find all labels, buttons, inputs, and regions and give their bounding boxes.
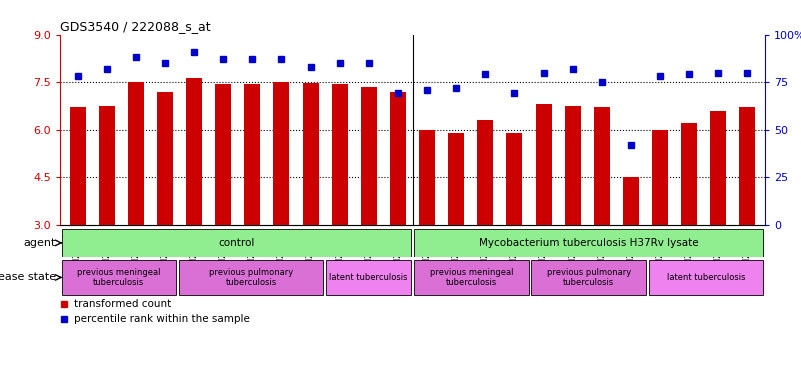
Bar [273,82,289,225]
Bar [215,84,231,225]
Bar [360,87,376,225]
Bar [449,133,465,225]
Bar [99,106,115,225]
Text: percentile rank within the sample: percentile rank within the sample [74,314,250,324]
Text: latent tuberculosis: latent tuberculosis [329,273,408,282]
Text: disease state: disease state [0,272,56,283]
Bar [681,123,697,225]
Text: Mycobacterium tuberculosis H37Rv lysate: Mycobacterium tuberculosis H37Rv lysate [479,238,698,248]
Bar [157,92,173,225]
Bar [506,133,522,225]
Bar [565,106,581,225]
Bar [128,82,144,225]
Text: agent: agent [24,238,56,248]
Bar [62,260,176,295]
Bar [594,108,610,225]
Bar [739,108,755,225]
Bar [414,229,763,257]
Bar [390,92,406,225]
Bar [536,104,552,225]
Text: GDS3540 / 222088_s_at: GDS3540 / 222088_s_at [60,20,211,33]
Bar [244,84,260,225]
Bar [710,111,727,225]
Bar [326,260,411,295]
Bar [414,260,529,295]
Bar [623,177,639,225]
Bar [649,260,763,295]
Text: previous meningeal
tuberculosis: previous meningeal tuberculosis [429,268,513,287]
Text: previous meningeal
tuberculosis: previous meningeal tuberculosis [77,268,160,287]
Bar [186,78,202,225]
Bar [652,130,668,225]
Bar [477,120,493,225]
Text: transformed count: transformed count [74,299,171,310]
Text: previous pulmonary
tuberculosis: previous pulmonary tuberculosis [546,268,631,287]
Text: latent tuberculosis: latent tuberculosis [667,273,746,282]
Bar [303,83,319,225]
Bar [70,108,86,225]
Text: control: control [218,238,255,248]
Text: previous pulmonary
tuberculosis: previous pulmonary tuberculosis [209,268,293,287]
Bar [332,84,348,225]
Bar [62,229,411,257]
Bar [532,260,646,295]
Bar [419,130,435,225]
Bar [179,260,323,295]
